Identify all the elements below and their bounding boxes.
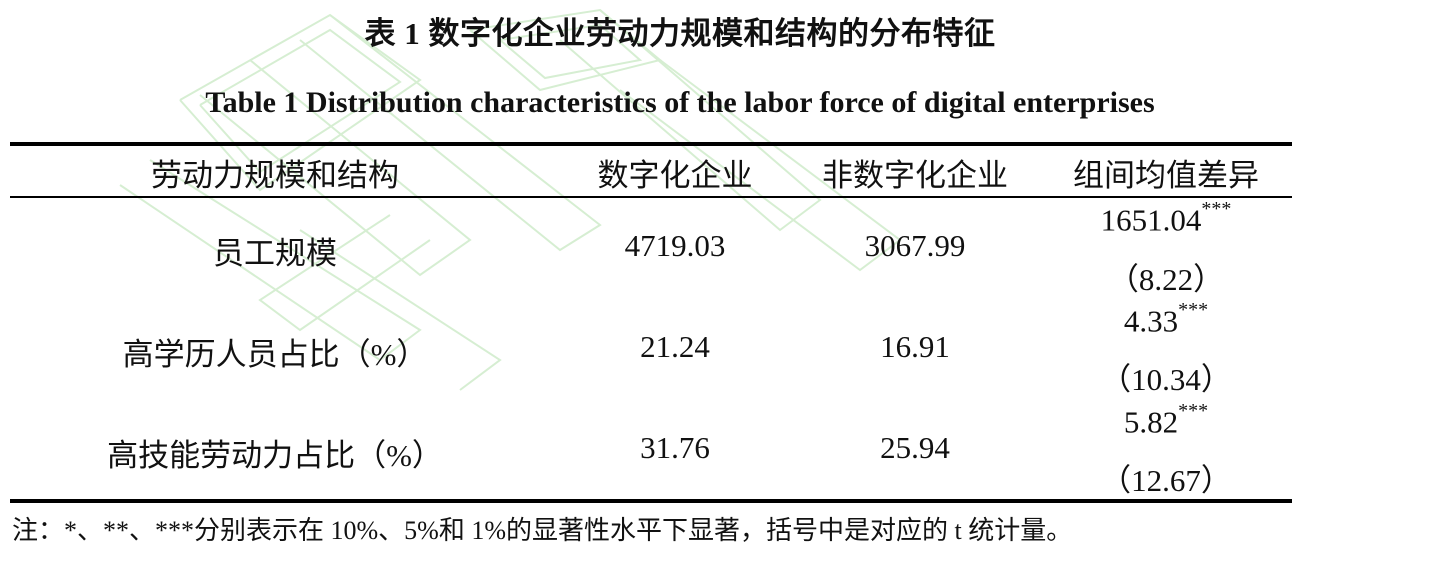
cell-tstat-high-skill-share: （12.67） bbox=[1100, 463, 1232, 498]
cell-digital-high-skill-share: 31.76 bbox=[640, 430, 710, 465]
cell-tstat-employee-size: （8.22） bbox=[1107, 262, 1225, 297]
significance-marker: *** bbox=[1201, 198, 1232, 220]
table-top-rule bbox=[10, 142, 1292, 146]
cell-nondigital-employee-size: 3067.99 bbox=[864, 228, 966, 263]
table-footnote: 注：*、**、***分别表示在 10%、5%和 1%的显著性水平下显著，括号中是… bbox=[12, 516, 1073, 545]
cell-digital-high-education-share: 21.24 bbox=[640, 329, 710, 364]
header-digital-enterprises: 数字化企业 bbox=[597, 158, 753, 193]
row-label-high-education-share: 高学历人员占比（%） bbox=[122, 337, 428, 372]
diff-value: 4.33 bbox=[1123, 303, 1179, 339]
diff-value: 1651.04 bbox=[1100, 202, 1202, 238]
cell-diff-employee-size: 1651.04*** bbox=[1040, 198, 1292, 238]
significance-marker: *** bbox=[1178, 400, 1209, 422]
header-non-digital-enterprises: 非数字化企业 bbox=[822, 158, 1008, 193]
cell-tstat-high-education-share: （10.34） bbox=[1100, 362, 1232, 397]
cell-diff-high-education-share: 4.33*** bbox=[1040, 299, 1292, 339]
row-label-employee-size: 员工规模 bbox=[213, 236, 337, 271]
table-title-chinese: 表 1 数字化企业劳动力规模和结构的分布特征 bbox=[364, 16, 996, 51]
diff-value: 5.82 bbox=[1123, 404, 1179, 440]
cell-nondigital-high-skill-share: 25.94 bbox=[880, 430, 950, 465]
cell-diff-high-skill-share: 5.82*** bbox=[1040, 400, 1292, 440]
significance-marker: *** bbox=[1178, 299, 1209, 321]
row-label-high-skill-share: 高技能劳动力占比（%） bbox=[107, 438, 443, 473]
cell-digital-employee-size: 4719.03 bbox=[624, 228, 726, 263]
header-labor-structure: 劳动力规模和结构 bbox=[151, 158, 399, 193]
header-mean-difference: 组间均值差异 bbox=[1073, 158, 1259, 193]
cell-nondigital-high-education-share: 16.91 bbox=[880, 329, 950, 364]
table-header-rule bbox=[10, 196, 1292, 198]
table-bottom-rule bbox=[10, 499, 1292, 503]
table-title-english: Table 1 Distribution characteristics of … bbox=[205, 86, 1155, 119]
